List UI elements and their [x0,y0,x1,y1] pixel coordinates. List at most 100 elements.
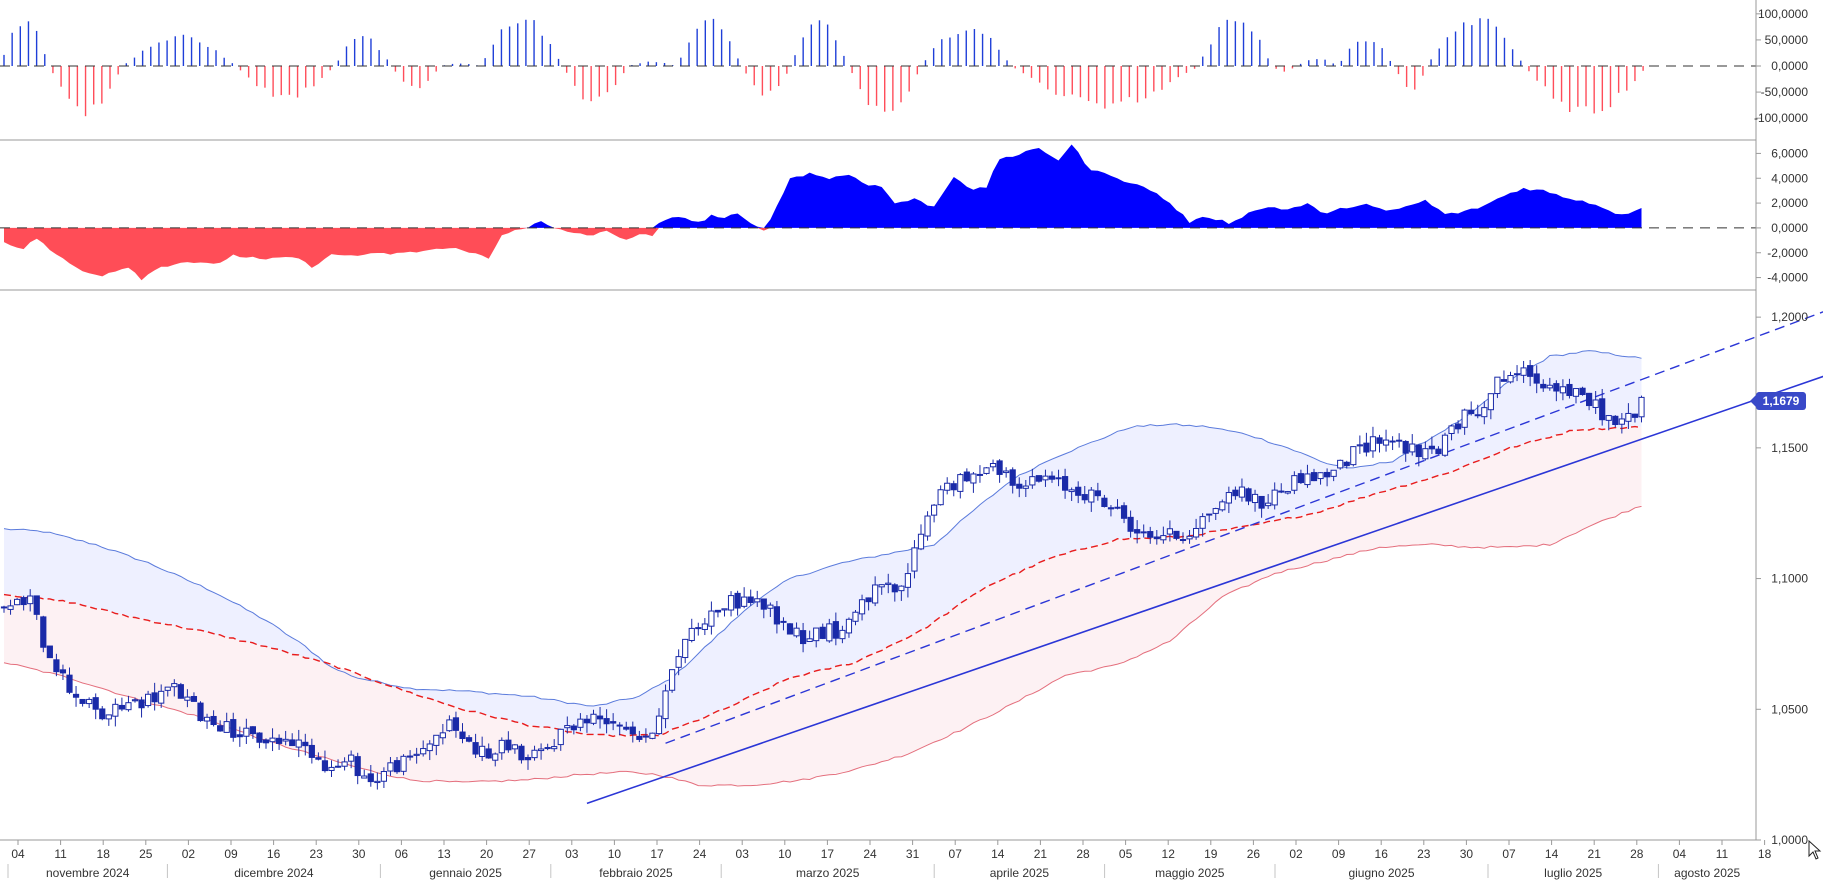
candle-body [1101,497,1108,508]
candle-body [282,738,289,742]
candle [1402,440,1409,462]
candle [1455,420,1462,434]
candle-body [217,725,224,732]
candle-body [904,573,911,588]
candle [557,728,564,751]
candle-body [983,467,990,474]
candle [492,752,499,767]
candle [321,750,329,773]
candle-body [367,773,374,783]
candle [262,738,270,749]
candle-body [642,735,649,738]
candle [1330,469,1337,482]
month-label: dicembre 2024 [234,866,314,880]
y-tick-label: 6,0000 [1771,146,1808,160]
candle [819,623,826,640]
candle-body [341,761,348,767]
candle [79,698,86,707]
x-tick-label: 09 [224,847,238,861]
candle-body [1179,539,1187,542]
candle [885,573,892,594]
candle-body [1559,386,1567,394]
y-tick-label: 1,1000 [1771,572,1808,586]
candle [511,744,518,754]
candle-body [1572,388,1580,397]
candle [1415,444,1422,467]
last-price-tag: 1,1679 [1750,392,1806,411]
candle-body [1500,379,1508,382]
candle-body [583,718,591,724]
candle-body [269,737,276,743]
candle-body [852,611,859,622]
candle [538,743,545,760]
candle-body [708,610,715,627]
candle [99,706,106,721]
candle [786,623,794,635]
candle-body [262,739,270,744]
candle-body [1586,392,1593,407]
candle-body [596,715,604,720]
candle [413,747,420,764]
candle-body [1035,475,1043,482]
x-tick-label: 18 [97,847,111,861]
candle [105,714,112,726]
candle [957,473,964,499]
candle-body [1140,531,1147,534]
candle-body [944,482,951,491]
candle-body [1527,365,1534,377]
candle [138,696,145,718]
candle-body [1271,489,1278,506]
candle [289,733,296,747]
candle [1062,468,1069,499]
candle-body [387,762,394,772]
candle [243,718,250,745]
candle [1513,365,1521,382]
candle [1193,518,1200,540]
candle-body [590,713,597,724]
candle [374,772,381,790]
candle [407,750,414,761]
candle-body [786,623,794,635]
x-tick-label: 20 [480,847,494,861]
candle-body [1422,448,1429,460]
candle [813,627,820,648]
candle-body [1225,492,1232,504]
candle [1625,403,1632,429]
candle [1147,526,1154,544]
candle [872,576,879,607]
x-tick-label: 18 [1758,847,1772,861]
candle [767,602,774,617]
candle-body [1062,476,1069,491]
candle [249,726,257,739]
candle [603,709,610,734]
candle [1461,408,1468,435]
candle-body [1376,437,1383,444]
candle [1382,429,1390,452]
candle-body [1324,471,1331,478]
candle [780,617,787,631]
candle [898,585,905,601]
candle [1219,499,1226,512]
candle [531,745,538,761]
histogram-panel [0,18,1756,117]
candle [1107,505,1115,517]
candle [583,715,591,733]
candle-body [354,756,361,777]
candle [1599,388,1606,426]
candle [564,716,571,734]
candle-body [917,533,925,550]
axes: 100,0000 50,0000 0,0000 -50,0000 -100,0000 6,… [0,0,1808,847]
candle-body [721,608,728,611]
moving-average-line [3,425,1642,738]
candle [662,684,669,729]
candle [1127,510,1134,538]
candle [917,524,925,551]
x-tick-label: 06 [395,847,409,861]
candle [1029,468,1036,489]
candle-body [996,460,1003,475]
candle [976,465,984,483]
candle [989,459,997,472]
candle-body [623,726,630,730]
candle-body [190,695,198,702]
candle-body [557,728,564,746]
